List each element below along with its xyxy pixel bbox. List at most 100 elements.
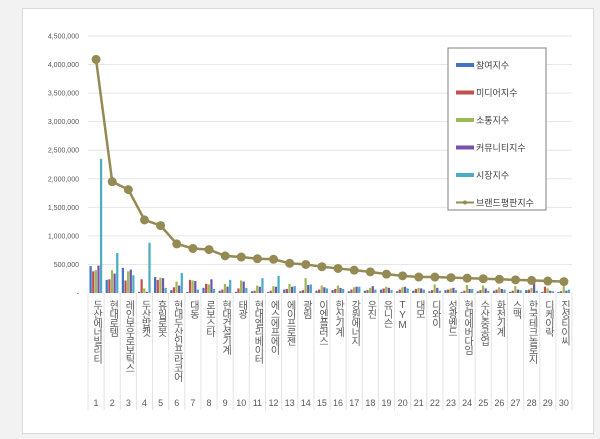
line-point-17 xyxy=(349,265,359,275)
bar-12-미디어지수 xyxy=(269,290,272,293)
line-point-25 xyxy=(478,274,488,284)
bar-15-미디어지수 xyxy=(317,289,321,293)
y-tick-label: - xyxy=(77,291,80,298)
bar-6-소통지수 xyxy=(175,281,178,293)
line-point-9 xyxy=(220,251,230,261)
bar-25-미디어지수 xyxy=(479,290,482,293)
line-point-26 xyxy=(494,274,504,284)
category-label: 에이프로젠 xyxy=(284,300,296,346)
bar-7-참여지수 xyxy=(186,291,189,293)
bar-29-소통지수 xyxy=(546,288,549,293)
legend-swatch-시장지수 xyxy=(456,173,474,177)
bar-13-시장지수 xyxy=(293,286,296,293)
bar-17-미디어지수 xyxy=(350,289,353,293)
line-point-21 xyxy=(414,272,424,282)
line-point-8 xyxy=(204,245,214,255)
bar-5-시장지수 xyxy=(164,287,167,293)
bar-2-시장지수 xyxy=(116,253,119,293)
bar-11-커뮤니티지수 xyxy=(258,286,261,293)
bar-8-시장지수 xyxy=(212,289,216,293)
rank-label: 18 xyxy=(365,398,375,408)
line-point-15 xyxy=(317,262,327,272)
category-label: 휴림로봇 xyxy=(155,300,167,337)
bar-12-시장지수 xyxy=(277,275,280,293)
bar-5-소통지수 xyxy=(159,277,162,293)
category-label: 현대엘리베이터 xyxy=(252,300,264,365)
category-label: 현대에버다임 xyxy=(462,300,474,355)
bar-15-시장지수 xyxy=(325,288,329,293)
category-label: 우진 xyxy=(365,300,377,319)
line-point-22 xyxy=(430,272,440,282)
category-label: 에스에프에이 xyxy=(268,300,280,356)
bar-4-참여지수 xyxy=(137,291,141,293)
line-point-7 xyxy=(188,243,198,253)
bar-8-참여지수 xyxy=(202,287,205,293)
bar-8-커뮤니티지수 xyxy=(210,279,213,293)
bar-14-미디어지수 xyxy=(301,290,305,293)
bar-13-미디어지수 xyxy=(285,289,288,293)
bar-27-커뮤니티지수 xyxy=(516,289,520,293)
line-point-2 xyxy=(107,177,117,187)
y-tick-label: 2,500,000 xyxy=(48,148,79,155)
line-point-30 xyxy=(559,277,569,287)
bar-22-소통지수 xyxy=(433,284,436,293)
bar-3-커뮤니티지수 xyxy=(129,269,132,293)
bar-23-미디어지수 xyxy=(447,289,450,293)
bar-5-참여지수 xyxy=(154,277,157,293)
line-point-24 xyxy=(462,273,472,283)
rank-label: 10 xyxy=(236,398,246,408)
bar-6-미디어지수 xyxy=(172,287,176,293)
bar-26-소통지수 xyxy=(498,287,501,293)
bar-28-소통지수 xyxy=(530,287,533,293)
bar-12-소통지수 xyxy=(272,286,275,293)
bar-4-커뮤니티지수 xyxy=(145,291,149,293)
bar-1-커뮤니티지수 xyxy=(97,265,100,293)
bar-28-미디어지수 xyxy=(527,289,530,293)
bar-6-참여지수 xyxy=(170,290,173,293)
bar-9-참여지수 xyxy=(218,290,221,293)
line-point-14 xyxy=(301,259,311,269)
bar-7-소통지수 xyxy=(191,280,194,293)
rank-label: 26 xyxy=(494,398,504,408)
line-point-18 xyxy=(365,267,375,277)
rank-label: 17 xyxy=(349,398,359,408)
bar-20-커뮤니티지수 xyxy=(403,286,407,293)
bar-1-미디어지수 xyxy=(92,271,95,293)
bar-28-커뮤니티지수 xyxy=(532,283,536,293)
bar-11-참여지수 xyxy=(250,291,254,293)
bar-5-미디어지수 xyxy=(156,279,159,293)
bar-16-미디어지수 xyxy=(334,289,337,293)
bar-10-커뮤니티지수 xyxy=(242,281,245,293)
bar-11-소통지수 xyxy=(256,285,259,293)
rank-label: 27 xyxy=(511,398,521,408)
rank-label: 12 xyxy=(269,398,279,408)
legend-swatch-소통지수 xyxy=(456,118,474,122)
category-label: 로보스타 xyxy=(204,300,216,338)
bar-24-참여지수 xyxy=(460,291,463,293)
bar-15-참여지수 xyxy=(315,290,318,293)
category-label: TYM xyxy=(397,300,408,330)
bar-25-참여지수 xyxy=(476,291,479,293)
bar-27-미디어지수 xyxy=(511,290,514,293)
line-point-11 xyxy=(252,254,262,264)
rank-label: 30 xyxy=(559,398,569,408)
bar-10-시장지수 xyxy=(245,287,248,293)
rank-label: 11 xyxy=(253,398,262,408)
y-tick-label: 500,000 xyxy=(54,262,79,269)
bar-24-커뮤니티지수 xyxy=(468,289,471,293)
bar-9-소통지수 xyxy=(223,283,227,293)
line-point-4 xyxy=(139,215,149,225)
line-point-5 xyxy=(156,221,166,231)
line-point-3 xyxy=(123,185,133,195)
bar-30-참여지수 xyxy=(557,291,560,293)
bar-27-시장지수 xyxy=(519,290,522,293)
bar-12-커뮤니티지수 xyxy=(274,286,278,293)
bar-22-참여지수 xyxy=(428,291,431,293)
category-label: 강원에너지 xyxy=(349,300,361,347)
bar-19-참여지수 xyxy=(379,289,383,293)
legend-label: 커뮤니티지수 xyxy=(476,143,526,153)
rank-label: 4 xyxy=(142,398,147,408)
category-label: 광림 xyxy=(300,300,312,319)
line-point-13 xyxy=(285,258,295,268)
bar-18-커뮤니티지수 xyxy=(371,286,374,293)
